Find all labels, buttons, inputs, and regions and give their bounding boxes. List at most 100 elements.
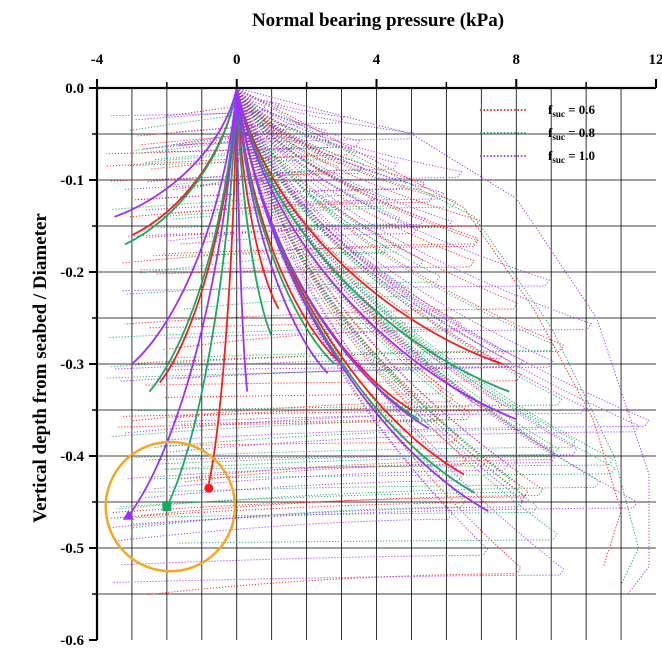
- dotted-curve: [131, 87, 454, 422]
- dotted-curve: [122, 87, 550, 292]
- dotted-curve: [157, 87, 361, 153]
- solid-curves: [114, 87, 517, 517]
- dotted-curve: [125, 87, 441, 295]
- circle-marker: [204, 483, 214, 493]
- dotted-curve: [157, 87, 401, 229]
- y-tick-label: -0.1: [60, 173, 84, 189]
- dotted-curve: [155, 87, 475, 275]
- highlight-circle: [104, 440, 237, 573]
- solid-curve: [235, 87, 510, 393]
- dotted-curve: [120, 87, 503, 417]
- dotted-curve: [110, 87, 524, 529]
- dotted-curve: [178, 87, 419, 245]
- x-tick-label: 12: [649, 52, 662, 68]
- y-tick-label: -0.5: [60, 541, 84, 557]
- dotted-envelope: [236, 87, 650, 595]
- dotted-curve: [124, 87, 519, 325]
- y-axis-title: Vertical depth from seabed / Diameter: [30, 213, 51, 523]
- dotted-curve: [166, 87, 650, 441]
- dotted-curve: [111, 87, 360, 210]
- dotted-curves: [105, 87, 650, 596]
- dotted-curve: [124, 87, 482, 434]
- solid-curve: [235, 87, 329, 374]
- dotted-curve: [140, 87, 425, 271]
- dotted-curve: [133, 87, 281, 121]
- dotted-curve: [112, 87, 565, 583]
- dotted-curve: [169, 87, 366, 186]
- solid-curve: [235, 87, 503, 365]
- x-tick-label: -4: [91, 52, 104, 68]
- solid-curve: [235, 87, 517, 421]
- dotted-curve: [165, 87, 592, 339]
- dotted-curve: [110, 87, 466, 438]
- dotted-curve: [181, 87, 412, 310]
- legend-label: fsuc = 0.6: [548, 102, 596, 119]
- dotted-curve: [126, 87, 453, 237]
- square-marker: [162, 502, 172, 512]
- legend-label: fsuc = 0.8: [548, 125, 596, 142]
- dotted-curve: [138, 87, 511, 493]
- dotted-curve: [134, 87, 538, 518]
- legend: fsuc = 0.6 fsuc = 0.8 fsuc = 1.0: [480, 102, 596, 165]
- solid-curve: [148, 87, 238, 393]
- dotted-curve: [110, 87, 267, 117]
- annotations: [104, 440, 237, 573]
- solid-curve: [235, 87, 489, 512]
- dotted-curve: [116, 87, 601, 510]
- dotted-curve: [140, 87, 544, 516]
- legend-label: fsuc = 1.0: [548, 148, 595, 165]
- x-tick-label: 4: [373, 52, 381, 68]
- dotted-curve: [134, 87, 407, 201]
- x-tick-label: 0: [233, 52, 241, 68]
- dotted-curve: [105, 87, 352, 167]
- dotted-curve: [130, 87, 638, 525]
- dotted-curve: [116, 87, 441, 428]
- dotted-curve: [154, 87, 331, 161]
- dotted-curve: [152, 87, 509, 490]
- solid-curve: [114, 87, 238, 218]
- solid-curve: [166, 87, 238, 508]
- dotted-curve: [120, 87, 489, 566]
- dotted-envelope: [236, 87, 622, 567]
- dotted-curve: [127, 87, 556, 480]
- dotted-curve: [176, 87, 554, 380]
- dotted-curve: [152, 87, 401, 257]
- markers: [122, 483, 214, 520]
- y-tick-label: -0.6: [60, 633, 84, 649]
- solid-curve: [235, 87, 273, 337]
- solid-curve: [131, 87, 238, 365]
- dotted-curve: [124, 87, 463, 190]
- dotted-curve: [163, 87, 479, 255]
- dotted-curve: [177, 87, 414, 146]
- dotted-curve: [177, 87, 474, 418]
- solid-curve: [207, 87, 238, 484]
- solid-curve: [235, 87, 249, 392]
- y-tick-label: -0.3: [60, 357, 84, 373]
- dotted-curve: [120, 87, 511, 382]
- dotted-curve: [106, 87, 296, 155]
- solid-curve: [127, 87, 238, 517]
- triangle-marker: [122, 509, 134, 520]
- y-tick-label: 0.0: [65, 81, 84, 97]
- axes: -4 0 4 8 12 0.0 -0.1 -0.2 -0.3 -0.4 -0.5 -0.6: [60, 52, 662, 649]
- dotted-curve: [137, 87, 563, 412]
- dotted-curve: [143, 87, 464, 499]
- x-axis-title: Normal bearing pressure (kPa): [252, 10, 504, 31]
- dotted-curve: [166, 87, 434, 215]
- y-tick-label: -0.2: [60, 265, 84, 281]
- solid-curve: [235, 87, 412, 411]
- dotted-curve: [135, 87, 577, 459]
- dotted-curve: [144, 87, 445, 211]
- dotted-curve: [177, 87, 556, 359]
- dotted-curve: [169, 87, 586, 423]
- dotted-envelope: [236, 87, 640, 586]
- dotted-curve: [137, 87, 565, 364]
- dotted-curve: [117, 87, 453, 542]
- dotted-curve: [157, 87, 559, 465]
- x-tick-label: 8: [513, 52, 521, 68]
- y-tick-label: -0.4: [60, 449, 84, 465]
- solid-curve: [124, 87, 238, 246]
- dotted-curve: [164, 87, 614, 470]
- dotted-curve: [174, 87, 345, 133]
